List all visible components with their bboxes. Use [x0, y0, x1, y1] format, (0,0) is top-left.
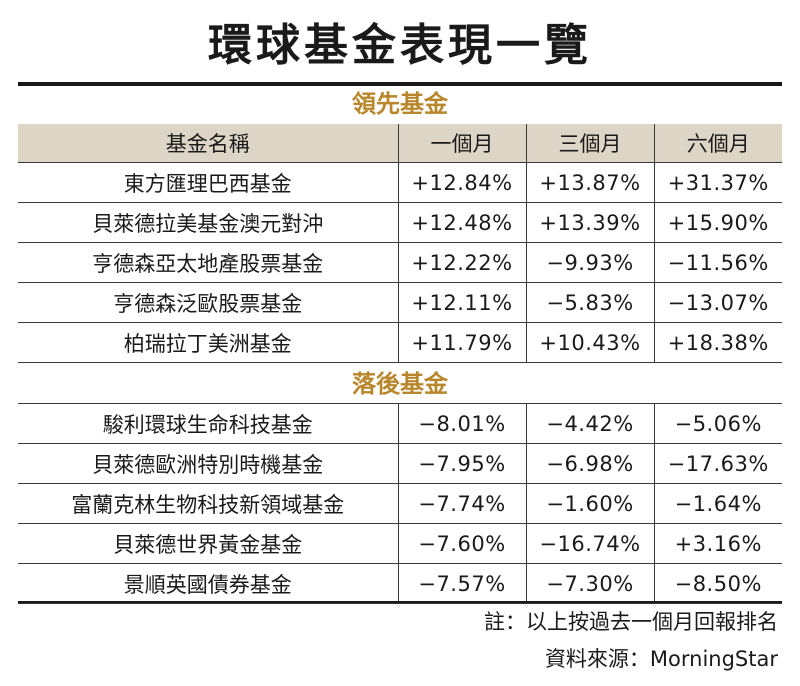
three-month-return: −6.98% [525, 443, 654, 484]
six-month-return: −5.06% [653, 403, 782, 444]
three-month-return: −1.60% [525, 483, 654, 524]
fund-name: 駿利環球生命科技基金 [18, 403, 398, 444]
header-three-months: 三個月 [525, 124, 654, 163]
table-row: 景順英國債券基金 −7.57% −7.30% −8.50% [18, 563, 782, 604]
one-month-return: −7.57% [397, 563, 526, 604]
six-month-return: +15.90% [653, 202, 782, 243]
header-one-month: 一個月 [397, 124, 526, 163]
one-month-return: −7.74% [397, 483, 526, 524]
one-month-return: −8.01% [397, 403, 526, 444]
leading-section-heading: 領先基金 [352, 90, 448, 118]
one-month-return: +12.84% [397, 162, 526, 203]
table-row: 亨德森亞太地產股票基金 +12.22% −9.93% −11.56% [18, 242, 782, 283]
fund-name: 貝萊德世界黃金基金 [18, 523, 398, 564]
table-row: 貝萊德歐洲特別時機基金 −7.95% −6.98% −17.63% [18, 443, 782, 484]
ranking-note: 註：以上按過去一個月回報排名 [484, 610, 778, 634]
one-month-return: −7.95% [397, 443, 526, 484]
fund-name: 貝萊德歐洲特別時機基金 [18, 443, 398, 484]
table-row: 貝萊德拉美基金澳元對沖 +12.48% +13.39% +15.90% [18, 202, 782, 243]
header-six-months: 六個月 [653, 124, 782, 163]
table-row: 富蘭克林生物科技新領域基金 −7.74% −1.60% −1.64% [18, 483, 782, 524]
one-month-return: +12.22% [397, 242, 526, 283]
three-month-return: −16.74% [525, 523, 654, 564]
three-month-return: +10.43% [525, 322, 654, 363]
three-month-return: −9.93% [525, 242, 654, 283]
three-month-return: −4.42% [525, 403, 654, 444]
lagging-section-heading: 落後基金 [352, 370, 448, 398]
leading-funds-table: 基金名稱 一個月 三個月 六個月 東方匯理巴西基金 +12.84% +13.87… [18, 124, 782, 363]
three-month-return: +13.87% [525, 162, 654, 203]
six-month-return: −11.56% [653, 242, 782, 283]
title-divider [18, 82, 782, 86]
three-month-return: −5.83% [525, 282, 654, 323]
table-row: 亨德森泛歐股票基金 +12.11% −5.83% −13.07% [18, 282, 782, 323]
one-month-return: +12.48% [397, 202, 526, 243]
fund-name: 貝萊德拉美基金澳元對沖 [18, 202, 398, 243]
three-month-return: −7.30% [525, 563, 654, 604]
one-month-return: +12.11% [397, 282, 526, 323]
fund-name: 富蘭克林生物科技新領域基金 [18, 483, 398, 524]
six-month-return: −17.63% [653, 443, 782, 484]
fund-name: 亨德森亞太地產股票基金 [18, 242, 398, 283]
six-month-return: −1.64% [653, 483, 782, 524]
one-month-return: +11.79% [397, 322, 526, 363]
six-month-return: −8.50% [653, 563, 782, 604]
six-month-return: +3.16% [653, 523, 782, 564]
table-row: 駿利環球生命科技基金 −8.01% −4.42% −5.06% [18, 403, 782, 444]
six-month-return: +18.38% [653, 322, 782, 363]
table-row: 東方匯理巴西基金 +12.84% +13.87% +31.37% [18, 162, 782, 203]
bottom-divider [18, 601, 782, 603]
three-month-return: +13.39% [525, 202, 654, 243]
fund-name: 柏瑞拉丁美洲基金 [18, 322, 398, 363]
six-month-return: +31.37% [653, 162, 782, 203]
fund-name: 景順英國債券基金 [18, 563, 398, 604]
one-month-return: −7.60% [397, 523, 526, 564]
table-row: 貝萊德世界黃金基金 −7.60% −16.74% +3.16% [18, 523, 782, 564]
lagging-funds-table: 駿利環球生命科技基金 −8.01% −4.42% −5.06% 貝萊德歐洲特別時… [18, 403, 782, 604]
page-title: 環球基金表現一覽 [208, 20, 592, 71]
fund-name: 亨德森泛歐股票基金 [18, 282, 398, 323]
data-source: 資料來源：MorningStar [544, 647, 778, 671]
table-header-row: 基金名稱 一個月 三個月 六個月 [18, 124, 782, 163]
fund-name: 東方匯理巴西基金 [18, 162, 398, 203]
table-row: 柏瑞拉丁美洲基金 +11.79% +10.43% +18.38% [18, 322, 782, 363]
header-fund-name: 基金名稱 [18, 124, 398, 163]
six-month-return: −13.07% [653, 282, 782, 323]
